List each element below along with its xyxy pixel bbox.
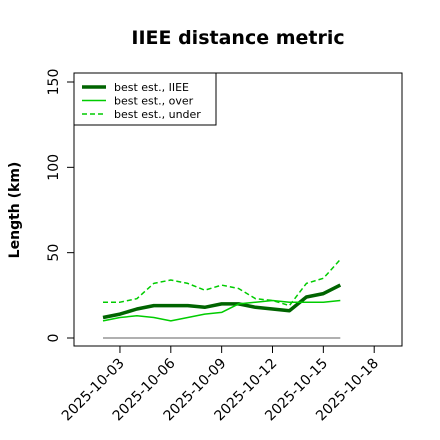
y-tick-label: 50 (46, 244, 62, 262)
legend-box (73, 72, 217, 126)
legend-entry: best est., under (114, 108, 201, 121)
y-tick-label: 100 (46, 154, 62, 181)
chart-title: IIEE distance metric (131, 27, 344, 49)
series-layer (102, 258, 342, 339)
y-tick-label: 150 (46, 69, 62, 96)
y-axis-label: Length (km) (7, 162, 23, 259)
legend-entry: best est., over (114, 95, 194, 108)
plot-frame (73, 72, 403, 347)
y-tick-label: 0 (46, 334, 62, 343)
series-line-best-est-under (103, 258, 341, 307)
series-line-best-est-over (102, 299, 341, 322)
x-axis: 2025-10-032025-10-062025-10-092025-10-12… (59, 346, 382, 424)
legend-entry: best est., IIEE (114, 81, 189, 94)
y-axis: 0 50 100 150 (46, 69, 74, 343)
